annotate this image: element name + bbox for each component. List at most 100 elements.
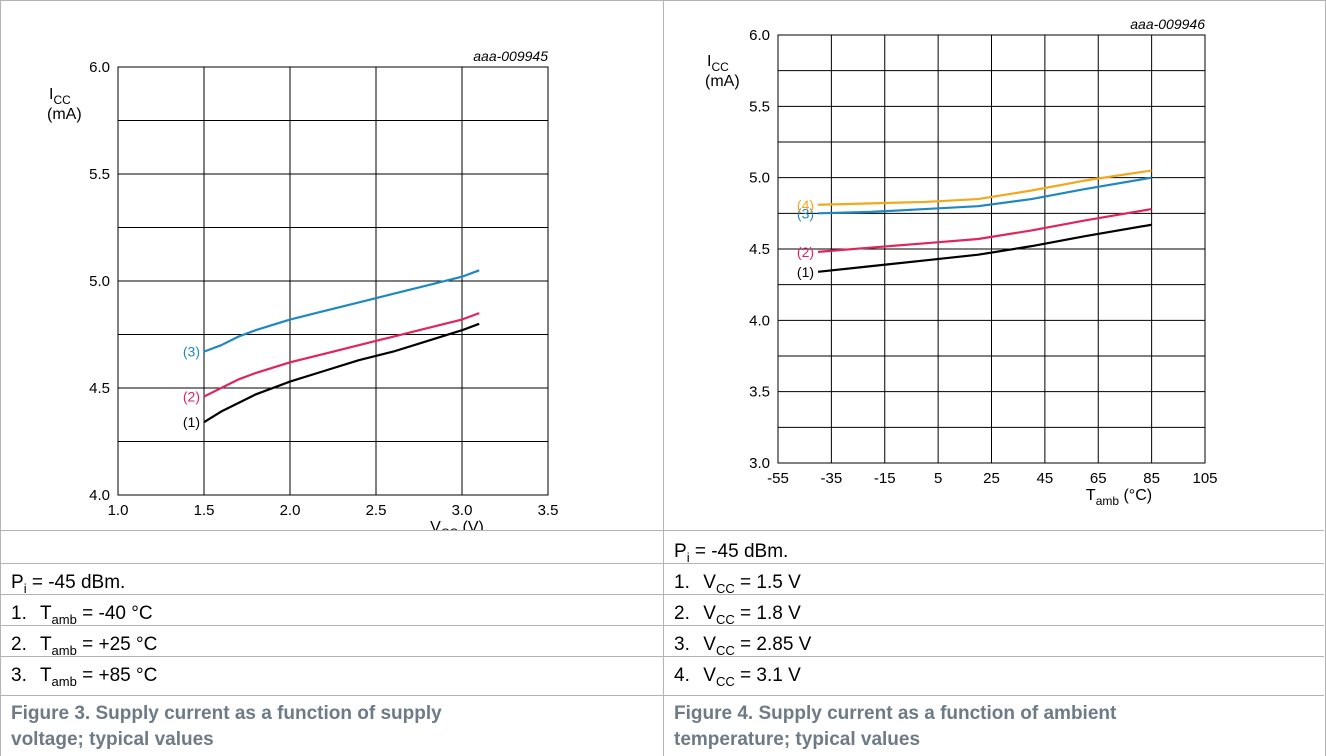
legend-var: V (703, 603, 716, 624)
x-tick-label: 2.5 (366, 502, 387, 519)
y-tick-label: 4.5 (749, 241, 770, 258)
legend-var: T (39, 634, 52, 655)
series-label: (1) (797, 264, 814, 280)
divider (1, 563, 663, 564)
divider (664, 695, 1324, 696)
legend-var-subscript: amb (51, 674, 77, 689)
legend-item-3: 3. Tamb = +85 °C (11, 665, 158, 689)
series-label: (2) (797, 244, 814, 260)
x-tick-label: -55 (767, 470, 789, 487)
figure-caption-line-2: voltage; typical values (11, 729, 214, 750)
legend-var-subscript: amb (51, 612, 77, 627)
figure-caption-line-1: Figure 3. Supply current as a function o… (11, 703, 442, 724)
y-tick-label: 4.0 (89, 487, 110, 504)
x-axis-label: VCC (V) (430, 519, 484, 530)
figure-caption: Figure 4. Supply current as a function o… (674, 701, 1116, 753)
y-tick-label: 5.0 (749, 170, 770, 187)
legend-value: = -40 °C (76, 603, 153, 624)
series-label: (2) (183, 389, 200, 405)
y-axis-unit: (mA) (705, 73, 740, 90)
divider (1, 656, 663, 657)
divider (664, 656, 1324, 657)
chart-supply-voltage: 1.0 1.5 2.0 2.5 3.0 3.5 4.0 4.5 5.0 5.5 6.0 aaa-009… (47, 48, 559, 530)
plot-frame (117, 66, 549, 496)
x-tick-label: 85 (1143, 470, 1160, 487)
series-line (818, 176, 1152, 215)
series-line (203, 269, 480, 353)
y-axis-label: ICC (707, 53, 729, 74)
legend-number: 1. (11, 603, 27, 624)
legend-value: = 2.85 V (734, 634, 812, 655)
legend-value: = +85 °C (76, 665, 158, 686)
divider (1, 530, 663, 531)
pi-value: = -45 dBm. (26, 572, 126, 593)
legend-number: 2. (674, 603, 690, 624)
chart-code-label: aaa-009945 (473, 48, 548, 64)
legend-item-2: 2. Tamb = +25 °C (11, 634, 157, 658)
figure-4-panel: -55 -35 -15 5 25 45 65 85 105 3.0 3.5 4.0 4.5 5.0 5.5 6… (664, 0, 1326, 756)
legend-number: 4. (674, 665, 690, 686)
x-tick-label: 1.5 (194, 502, 215, 519)
legend-item-4: 4. VCC = 3.1 V (674, 665, 801, 689)
x-tick-label: 25 (983, 470, 1000, 487)
y-tick-label: 3.0 (749, 455, 770, 472)
legend-var: V (703, 634, 716, 655)
x-tick-label: 45 (1037, 470, 1054, 487)
y-axis-label: ICC (49, 86, 71, 107)
legend-var: V (703, 665, 716, 686)
pi-subscript: i (23, 581, 27, 596)
y-tick-label: 3.5 (749, 384, 770, 401)
chart-code-label: aaa-009946 (1130, 16, 1205, 32)
x-tick-label: 105 (1192, 470, 1217, 487)
x-tick-label: 65 (1090, 470, 1107, 487)
divider (664, 530, 1324, 531)
y-tick-label: 4.0 (749, 312, 770, 329)
divider (664, 563, 1324, 564)
x-tick-label: 1.0 (108, 502, 129, 519)
figure-3-panel: 1.0 1.5 2.0 2.5 3.0 3.5 4.0 4.5 5.0 5.5 6.0 aaa-009… (0, 0, 664, 756)
legend-var: T (39, 665, 52, 686)
series-line (203, 312, 480, 398)
legend-item-3: 3. VCC = 2.85 V (674, 634, 812, 658)
legend-item-1: 1. VCC = 1.5 V (674, 572, 801, 596)
y-tick-label: 5.5 (89, 166, 110, 183)
legend-value: = 1.5 V (734, 572, 801, 593)
series-line (817, 223, 1152, 273)
x-tick-label: -35 (821, 470, 843, 487)
y-tick-label: 5.0 (89, 273, 110, 290)
legend-number: 3. (674, 634, 690, 655)
pi-note: Pi = -45 dBm. (674, 541, 788, 565)
y-tick-label: 5.5 (749, 98, 770, 115)
plot-frame (777, 34, 1206, 464)
legend-number: 3. (11, 665, 27, 686)
divider (1, 594, 663, 595)
series-line (203, 322, 480, 424)
legend-var-subscript: CC (715, 581, 735, 596)
legend-item-1: 1. Tamb = -40 °C (11, 603, 153, 627)
figure-caption-line-1: Figure 4. Supply current as a function o… (674, 703, 1117, 724)
legend-var-subscript: CC (715, 674, 735, 689)
legend-value: = 1.8 V (734, 603, 801, 624)
legend-item-2: 2. VCC = 1.8 V (674, 603, 801, 627)
series-label: (1) (183, 414, 200, 430)
series-label: (3) (797, 205, 814, 221)
divider (664, 594, 1324, 595)
pi-symbol: P (11, 572, 24, 593)
legend-number: 1. (674, 572, 690, 593)
legend-var-subscript: amb (51, 643, 77, 658)
figure-caption-line-2: temperature; typical values (674, 729, 921, 750)
y-tick-label: 6.0 (749, 27, 770, 44)
y-axis-unit: (mA) (47, 106, 82, 123)
y-tick-label: 6.0 (89, 59, 110, 76)
x-tick-label: 3.5 (538, 502, 559, 519)
x-tick-label: 5 (934, 470, 942, 487)
legend-var: V (703, 572, 716, 593)
legend-number: 2. (11, 634, 27, 655)
series-line (818, 169, 1152, 206)
pi-subscript: i (686, 550, 690, 565)
legend-var-subscript: CC (715, 612, 735, 627)
pi-symbol: P (674, 541, 687, 562)
x-tick-label: -15 (874, 470, 896, 487)
y-tick-label: 4.5 (89, 380, 110, 397)
legend-var-subscript: CC (715, 643, 735, 658)
